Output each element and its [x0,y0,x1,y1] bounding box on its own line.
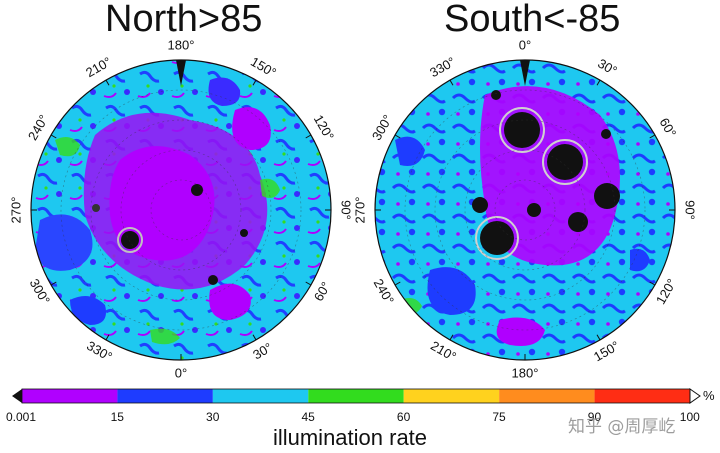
north-tick-mark [252,79,257,86]
colorbar [12,388,701,404]
south-tick-mark [449,334,454,341]
north-tick-mark [305,134,312,139]
south-longitude-label: 60° [657,115,680,140]
north-longitude-label: 0° [175,365,187,380]
south-tick-mark [394,134,401,139]
colorbar-segment [308,389,404,403]
north-tick-mark [305,281,312,286]
colorbar-lower-extend [12,389,22,403]
north-pointer-icon [176,60,186,86]
colorbar-tick-label: 45 [301,410,315,424]
colorbar-segment [403,389,500,403]
north-longitude-label: 240° [25,112,51,143]
colorbar-upper-extend [689,388,701,404]
south-longitude-label: 30° [595,56,620,79]
colorbar-tick-label: 75 [492,410,506,424]
north-longitude-label: 120° [311,112,337,143]
colorbar-segment [594,389,690,403]
south-longitude-label: 300° [369,112,395,143]
colorbar-tick-label: 0.001 [6,410,37,424]
colorbar-segment [22,389,118,403]
south-longitude-label: 330° [427,54,458,80]
south-longitude-label: 180° [512,365,539,380]
north-longitude-label: 30° [250,340,275,363]
north-longitude-label: 210° [83,54,114,80]
south-longitude-label: 0° [519,37,531,52]
north-tick-mark [105,334,110,341]
south-tick-mark [649,281,656,286]
north-longitude-ticks: 180°150°120°90°60°30°0°330°300°270°240°2… [8,37,353,380]
north-tick-mark [105,79,110,86]
north-longitude-label: 180° [168,37,195,52]
watermark: 知乎 @周厚屹 [568,417,676,437]
north-longitude-label: 60° [311,279,334,304]
south-tick-mark [596,334,601,341]
south-tick-mark [596,79,601,86]
south-longitude-label: 270° [352,197,367,224]
colorbar-segment [212,389,309,403]
north-longitude-label: 150° [248,54,279,80]
colorbar-segment [117,389,213,403]
south-tick-mark [649,134,656,139]
south-pointer-icon [520,60,530,86]
colorbar-unit: % [703,388,715,403]
north-longitude-label: 90° [339,200,354,220]
north-longitude-label: 270° [8,197,23,224]
south-longitude-label: 90° [683,200,698,220]
north-tick-mark [252,334,257,341]
north-polar-map: 180°150°120°90°60°30°0°330°300°270°240°2… [8,37,353,380]
south-polar-map: 0°30°60°90°120°150°180°210°240°270°300°3… [352,37,697,380]
north-tick-mark [50,134,57,139]
north-map-title: North>85 [105,0,263,40]
colorbar-tick-label: 30 [206,410,220,424]
colorbar-border [21,388,691,404]
south-tick-mark [394,281,401,286]
colorbar-tick-label: 60 [396,410,411,424]
south-map-title: South<-85 [444,0,621,40]
colorbar-segment [499,389,595,403]
colorbar-tick-label: 100 [679,410,700,424]
colorbar-title: illumination rate [272,425,428,450]
north-tick-mark [50,281,57,286]
colorbar-tick-label: 15 [110,410,124,424]
colorbar-tick-label: 90 [587,410,602,424]
south-tick-mark [449,79,454,86]
